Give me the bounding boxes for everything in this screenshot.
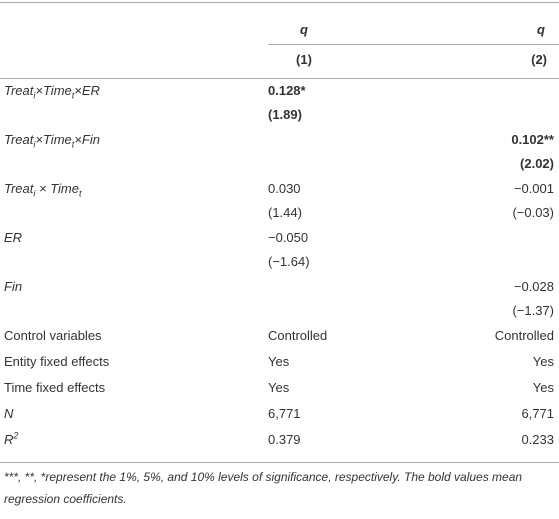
row-label: R2 [4, 429, 18, 451]
row-label: Treati×Timet×Fin [4, 129, 100, 151]
header-bottom-rule [0, 78, 559, 79]
row-label: Treati × Timet [4, 178, 82, 200]
label-part: ×Fin [74, 132, 100, 147]
top-rule [0, 2, 559, 3]
footnote: ***, **, *represent the 1%, 5%, and 10% … [4, 470, 523, 506]
cell-t-stat: (1.44) [268, 205, 302, 220]
cell-t-stat: (−1.37) [512, 303, 554, 318]
label-part: Entity fixed effects [4, 354, 110, 369]
column-header: q [300, 22, 308, 37]
cell-value: Yes [532, 354, 554, 369]
cell-value: Controlled [494, 328, 554, 343]
label-part: × Time [35, 181, 79, 196]
cell-value: Yes [268, 354, 290, 369]
cell-value: −0.050 [268, 230, 309, 245]
row-label: Entity fixed effects [4, 351, 109, 373]
label-part: N [4, 406, 14, 421]
cell-value: 0.102** [511, 132, 554, 147]
row-label: ER [4, 227, 22, 249]
label-part: i [33, 188, 36, 199]
row-label: Control variables [4, 325, 102, 347]
label-part: Treat [4, 132, 34, 147]
label-part: ×Time [35, 83, 72, 98]
label-part: Time fixed effects [4, 380, 106, 395]
label-part: t [71, 90, 75, 101]
row-label: N [4, 403, 13, 425]
label-part: R [4, 432, 14, 447]
cell-value: −0.001 [513, 181, 554, 196]
column-header: q [537, 22, 545, 37]
cell-t-stat: (−1.64) [268, 254, 310, 269]
column-number: (2) [531, 52, 547, 67]
cell-value: Controlled [268, 328, 328, 343]
cell-t-stat: (1.89) [268, 107, 302, 122]
label-part: ×ER [74, 83, 100, 98]
label-part: Treat [4, 83, 34, 98]
cell-value: Yes [268, 380, 290, 395]
bottom-rule [0, 462, 559, 463]
cell-t-stat: (2.02) [520, 156, 554, 171]
label-part: ER [4, 230, 23, 245]
cell-value: 0.030 [268, 181, 301, 196]
cell-value: 6,771 [268, 406, 301, 421]
cell-value: Yes [532, 380, 554, 395]
row-label: Treati×Timet×ER [4, 80, 100, 102]
label-part: ×Time [35, 132, 72, 147]
label-part: Fin [4, 279, 23, 294]
label-part: Control variables [4, 328, 102, 343]
label-part: 2 [13, 430, 19, 441]
label-part: i [33, 90, 36, 101]
cell-value: 0.379 [268, 432, 301, 447]
header-rule [268, 44, 559, 45]
row-label: Time fixed effects [4, 377, 105, 399]
cell-value: −0.028 [513, 279, 554, 294]
cell-t-stat: (−0.03) [512, 205, 554, 220]
column-number: (1) [296, 52, 312, 67]
cell-value: 0.233 [521, 432, 554, 447]
row-label: Fin [4, 276, 22, 298]
label-part: Treat [4, 181, 34, 196]
cell-value: 6,771 [521, 406, 554, 421]
label-part: i [33, 139, 36, 150]
label-part: t [78, 188, 82, 199]
label-part: t [71, 139, 75, 150]
cell-value: 0.128* [268, 83, 306, 98]
